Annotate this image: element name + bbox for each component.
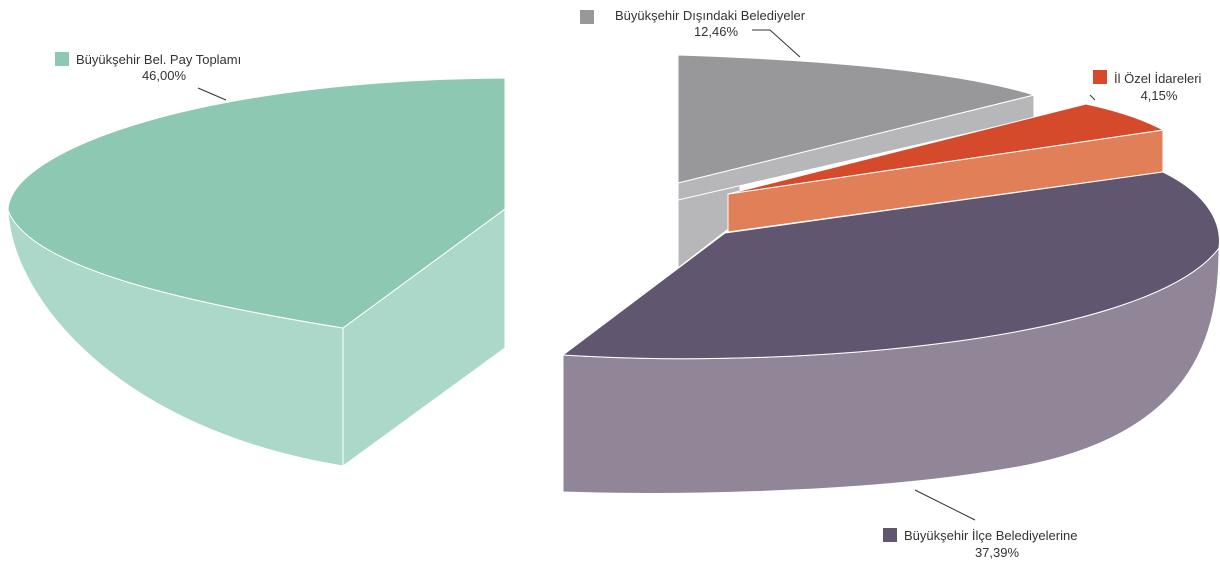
slice-value-3: 37,39%	[975, 545, 1020, 560]
data-label-1: Büyükşehir Dışındaki Belediyeler 12,46%	[580, 8, 806, 39]
slice-buyuksehir-disindaki-belediyeler	[677, 54, 1035, 269]
slice-2-top	[727, 103, 1164, 195]
data-label-2: İl Özel İdareleri 4,15%	[1093, 70, 1202, 103]
legend-swatch-0	[55, 52, 69, 66]
leader-line-3	[914, 489, 976, 521]
leader-line-1	[752, 29, 801, 58]
slice-label-2: İl Özel İdareleri	[1114, 71, 1202, 86]
slice-0-top	[7, 77, 506, 329]
slice-value-0: 46,00%	[142, 68, 187, 83]
slice-buyuksehir-bel-pay-toplami	[7, 77, 506, 467]
slice-3-top	[562, 171, 1220, 360]
slice-1-top	[677, 54, 1035, 184]
slice-buyuksehir-ilce-belediyelerine	[562, 171, 1220, 494]
slice-label-3: Büyükşehir İlçe Belediyelerine	[904, 528, 1077, 543]
leader-lines	[197, 29, 1096, 521]
legend-swatch-1	[580, 10, 594, 24]
legend-swatch-2	[1093, 70, 1107, 84]
slice-label-1: Büyükşehir Dışındaki Belediyeler	[615, 8, 806, 23]
leader-line-2	[1089, 94, 1096, 101]
slice-value-1: 12,46%	[694, 24, 739, 39]
data-label-0: Büyükşehir Bel. Pay Toplamı 46,00%	[55, 52, 241, 83]
leader-line-0	[197, 87, 227, 101]
legend-swatch-3	[883, 528, 897, 542]
slice-value-2: 4,15%	[1141, 88, 1178, 103]
slice-label-0: Büyükşehir Bel. Pay Toplamı	[76, 52, 241, 67]
data-label-3: Büyükşehir İlçe Belediyelerine 37,39%	[883, 528, 1077, 560]
